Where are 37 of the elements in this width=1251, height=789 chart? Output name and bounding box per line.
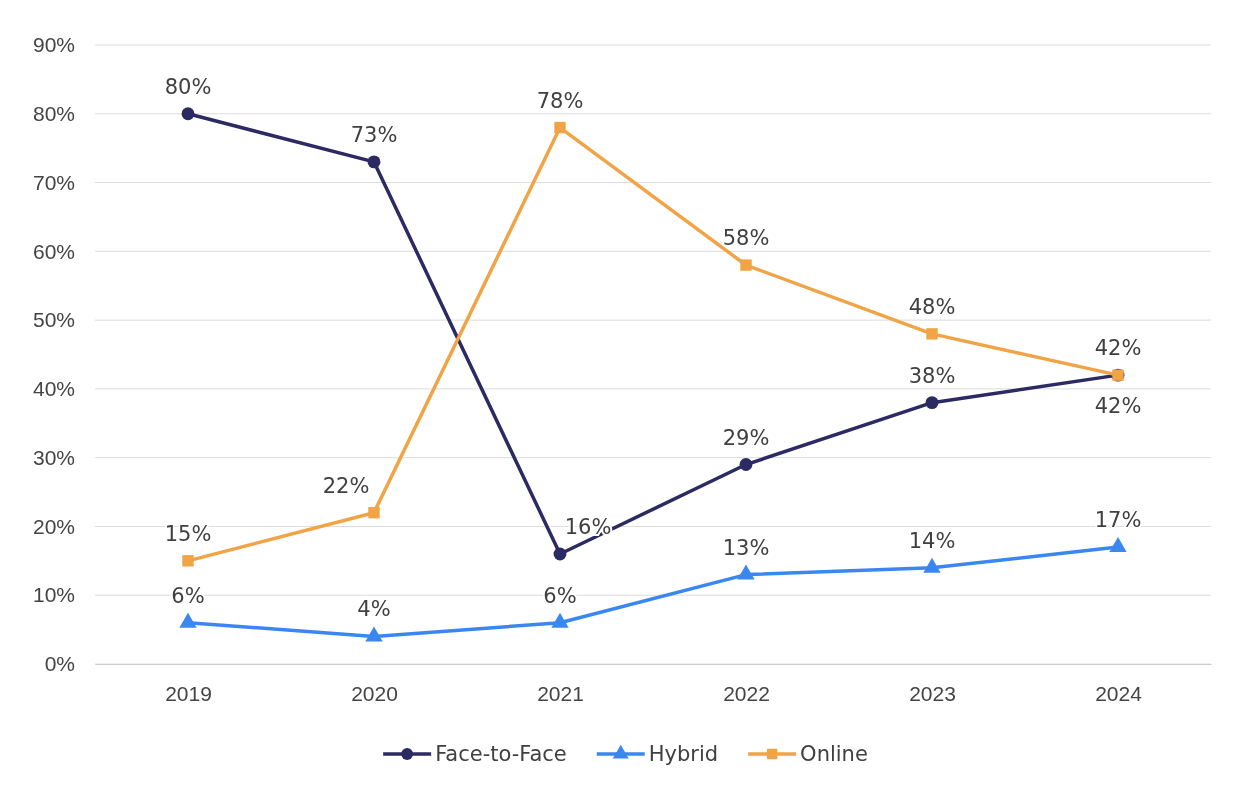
x-tick-label: 2020 bbox=[351, 681, 398, 705]
y-tick-label: 80% bbox=[32, 102, 75, 125]
data-label: 13% bbox=[722, 535, 770, 560]
legend-label: Online bbox=[800, 742, 868, 767]
y-tick-label: 90% bbox=[32, 33, 75, 57]
y-tick-label: 70% bbox=[32, 170, 75, 194]
x-tick-label: 2023 bbox=[909, 681, 956, 705]
y-tick-label: 40% bbox=[32, 377, 75, 401]
y-tick-label: 10% bbox=[32, 583, 75, 607]
x-tick-label: 2024 bbox=[1095, 681, 1143, 705]
x-tick-label: 2019 bbox=[165, 681, 212, 705]
data-label: 22% bbox=[322, 473, 370, 498]
data-label: 17% bbox=[1094, 508, 1142, 533]
legend-label: Hybrid bbox=[648, 742, 719, 767]
data-label: 58% bbox=[722, 226, 770, 251]
data-label: 48% bbox=[908, 294, 956, 319]
data-label: 73% bbox=[350, 122, 398, 147]
data-label: 80% bbox=[164, 74, 212, 99]
y-tick-label: 60% bbox=[32, 239, 75, 263]
legend-label: Face-to-Face bbox=[435, 742, 567, 767]
x-tick-label: 2022 bbox=[723, 681, 770, 705]
data-label: 4% bbox=[357, 597, 391, 622]
data-label: 6% bbox=[171, 583, 205, 608]
data-label: 16% bbox=[564, 514, 612, 539]
y-tick-label: 30% bbox=[32, 445, 75, 469]
data-label: 42% bbox=[1094, 394, 1142, 419]
y-tick-label: 0% bbox=[44, 652, 75, 676]
data-label: 78% bbox=[536, 88, 584, 113]
data-label: 6% bbox=[543, 583, 577, 608]
y-tick-label: 20% bbox=[32, 514, 75, 538]
data-label: 38% bbox=[908, 363, 956, 388]
data-label: 15% bbox=[164, 521, 212, 546]
data-label: 14% bbox=[908, 528, 956, 553]
y-tick-label: 50% bbox=[32, 308, 75, 332]
data-label: 29% bbox=[722, 425, 770, 450]
x-tick-label: 2021 bbox=[537, 681, 584, 705]
data-label: 42% bbox=[1094, 336, 1142, 361]
